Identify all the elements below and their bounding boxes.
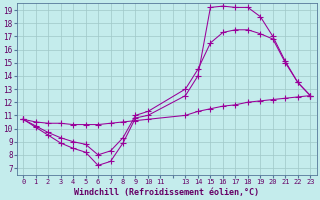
X-axis label: Windchill (Refroidissement éolien,°C): Windchill (Refroidissement éolien,°C) (74, 188, 259, 197)
